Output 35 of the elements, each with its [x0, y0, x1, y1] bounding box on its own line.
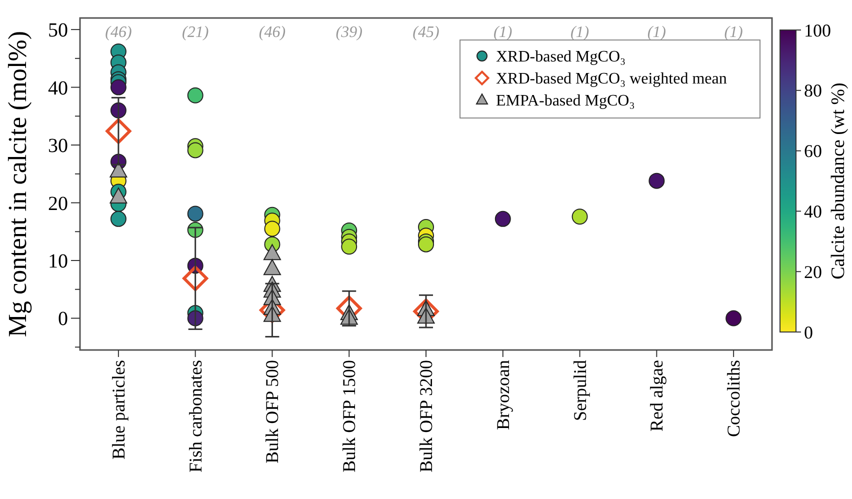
x-tick-label: Blue particles: [108, 360, 128, 460]
x-tick-label: Fish carbonates: [185, 360, 206, 472]
x-tick-label: Bulk OFP 3200: [416, 360, 436, 472]
color-bar-label: 80: [804, 80, 822, 101]
annotation: (21): [182, 24, 209, 41]
annotation: (1): [494, 24, 512, 41]
y-tick-label: 30: [48, 135, 68, 158]
legend-label: XRD-based MgCO₃ weighted mean: [496, 70, 727, 88]
x-tick-label: Bulk OFP 500: [262, 360, 282, 464]
annotation: (46): [105, 24, 132, 41]
y-tick-label: 10: [48, 250, 68, 273]
annotation: (1): [647, 24, 666, 41]
color-bar-label: 60: [804, 141, 822, 162]
y-tick-label: 0: [58, 308, 68, 330]
legend-label: XRD-based MgCO₃: [496, 48, 626, 66]
x-tick-label: Coccoliths: [724, 360, 744, 437]
x-tick-label: Serpulid: [570, 360, 590, 421]
annotation: (46): [258, 24, 286, 41]
annotation: (1): [570, 24, 590, 41]
legend-label: EMPA-based MgCO₃: [496, 92, 635, 110]
color-bar-label: 20: [804, 262, 822, 282]
y-tick-label: 50: [48, 20, 68, 42]
x-tick-label: Bulk OFP 1500: [339, 360, 360, 472]
y-tick-label: 20: [48, 192, 68, 215]
color-bar-label: 40: [804, 202, 822, 222]
y-tick-label: 40: [48, 77, 68, 100]
color-bar-label: 0: [804, 322, 813, 342]
y-axis-title: Mg content in calcite (mol%): [3, 30, 32, 338]
x-tick-label: Red algae: [646, 360, 667, 432]
annotation: (1): [724, 24, 743, 41]
annotation: (39): [336, 24, 362, 41]
annotation: (45): [412, 24, 440, 41]
x-tick-label: Bryozoan: [492, 360, 513, 430]
color-bar-title: Calcite abundance (wt %): [828, 82, 849, 280]
color-bar-label: 100: [804, 20, 831, 40]
